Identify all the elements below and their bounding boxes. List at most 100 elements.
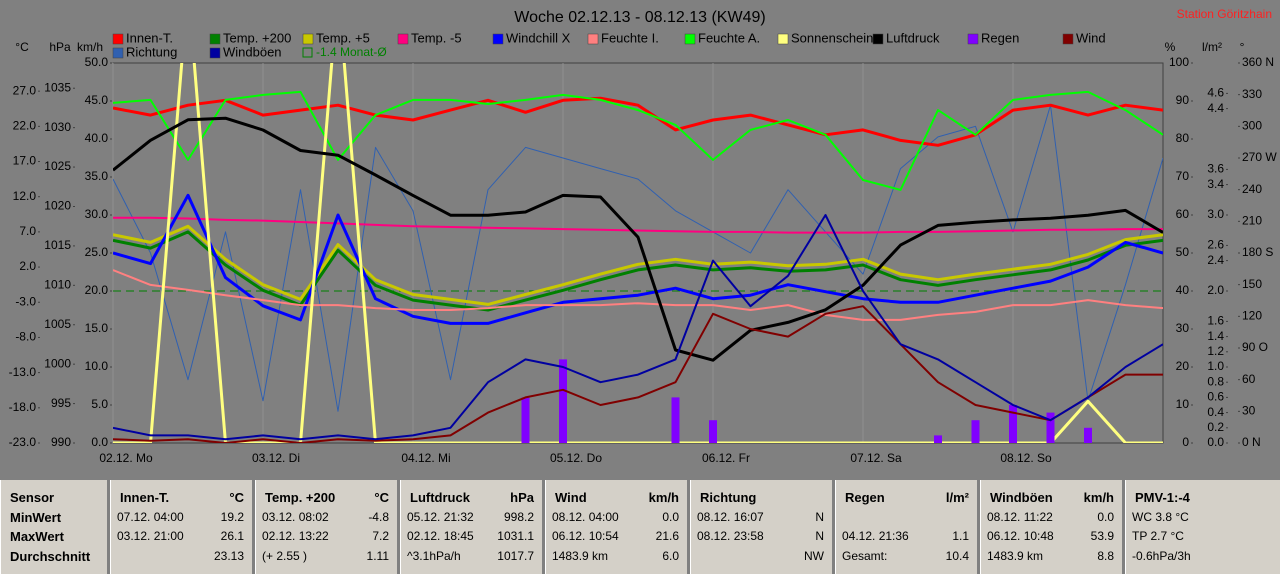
- cell-value: 1.11: [366, 549, 389, 563]
- y-tick-label: 2.0: [19, 259, 36, 273]
- axis-unit: °C: [15, 40, 29, 54]
- y-tick-label: 80: [1176, 131, 1190, 145]
- y-tick-label: 990: [51, 435, 71, 449]
- cell-value: 23.13: [213, 549, 244, 563]
- y-tick-label: 300: [1242, 119, 1262, 133]
- rain-bar: [521, 397, 530, 443]
- legend-label: Temp. +200: [223, 30, 291, 45]
- cell-text: 03.12. 08:02: [262, 510, 329, 524]
- cell-text: 1483.9 km: [552, 549, 609, 563]
- chart-title: Woche 02.12.13 - 08.12.13 (KW49): [514, 9, 765, 26]
- y-tick-label: 15.0: [85, 321, 109, 335]
- cell-value: 998.2: [503, 510, 534, 524]
- y-tick-label: 1015: [44, 238, 71, 252]
- column-header: Windböen: [990, 490, 1053, 505]
- y-tick-label: 1020: [44, 199, 71, 213]
- y-tick-label: 25.0: [85, 245, 109, 259]
- rain-bar: [1046, 412, 1055, 443]
- legend-swatch: [112, 33, 124, 45]
- legend-label: Windböen: [223, 44, 282, 59]
- column-unit: km/h: [648, 490, 679, 505]
- axis-unit: km/h: [77, 40, 103, 54]
- column-header: Sensor: [10, 490, 55, 505]
- x-tick-label: 08.12. So: [1000, 451, 1052, 465]
- y-tick-label: 0.6: [1207, 390, 1224, 404]
- series-line: [113, 216, 1163, 234]
- table-column: Innen-T. °C 07.12. 04:00 19.2 03.12. 21:00 26…: [110, 480, 252, 574]
- y-tick-label: -13.0: [9, 365, 37, 379]
- legend-swatch: [967, 33, 979, 45]
- rain-bar: [559, 359, 567, 443]
- cell-text: 08.12. 23:58: [697, 529, 764, 543]
- y-tick-label: 30.0: [85, 207, 109, 221]
- cell-text: 08.12. 04:00: [552, 510, 619, 524]
- y-tick-label: 4.4: [1207, 101, 1224, 115]
- rain-bar: [1084, 427, 1092, 443]
- cell-text: ^3.1hPa/h: [407, 549, 461, 563]
- column-header: Innen-T.: [120, 490, 170, 505]
- rain-bar: [971, 420, 980, 443]
- column-unit: °C: [374, 490, 389, 505]
- y-tick-label: 50.0: [85, 55, 109, 69]
- y-tick-label: -3.0: [15, 294, 36, 308]
- cell-value: 19.2: [220, 510, 244, 524]
- cell-text: 06.12. 10:54: [552, 529, 619, 543]
- y-tick-label: 1.2: [1207, 344, 1224, 358]
- cell-text: 05.12. 21:32: [407, 510, 474, 524]
- x-tick-label: 02.12. Mo: [99, 451, 153, 465]
- y-tick-label: 240: [1242, 182, 1262, 196]
- stats-table: Sensor MinWert MaxWert Durchschnitt Innen-T.…: [0, 480, 1280, 574]
- rain-bar: [671, 397, 680, 443]
- series-line: [113, 90, 1163, 191]
- y-tick-label: 10: [1176, 397, 1190, 411]
- cell-value: 1.1: [952, 529, 969, 543]
- cell-value: N: [815, 510, 824, 524]
- y-tick-label: 50: [1176, 245, 1190, 259]
- cell-value: 26.1: [220, 529, 244, 543]
- legend-label: Wind: [1076, 30, 1106, 45]
- y-tick-label: 27.0: [13, 83, 37, 97]
- cell-value: -4.8: [368, 510, 389, 524]
- y-tick-label: 20.0: [85, 283, 109, 297]
- cell-value: 0.0: [1097, 510, 1114, 524]
- y-tick-label: 3.6: [1207, 162, 1224, 176]
- y-tick-label: 90: [1176, 93, 1190, 107]
- y-tick-label: 2.6: [1207, 238, 1224, 252]
- y-tick-label: 1005: [44, 317, 71, 331]
- legend-swatch: [492, 33, 504, 45]
- y-tick-label: 1025: [44, 159, 71, 173]
- cell-text: 04.12. 21:36: [842, 529, 909, 543]
- y-tick-label: 150: [1242, 277, 1262, 291]
- cell-text: WC 3.8 °C: [1132, 510, 1189, 524]
- legend-swatch: [587, 33, 599, 45]
- y-tick-label: 210: [1242, 214, 1262, 228]
- legend-swatch: [112, 47, 124, 59]
- y-tick-label: 120: [1242, 309, 1262, 323]
- y-tick-label: 180 S: [1242, 245, 1273, 259]
- column-header: Regen: [845, 490, 885, 505]
- y-tick-label: 40.0: [85, 131, 109, 145]
- station-name: Station Göritzhain: [1177, 7, 1272, 21]
- chart: Woche 02.12.13 - 08.12.13 (KW49) Station…: [9, 7, 1278, 465]
- rain-bar: [709, 420, 717, 443]
- y-tick-label: 10.0: [85, 359, 109, 373]
- y-tick-label: 2.0: [1207, 283, 1224, 297]
- cell-text: 02.12. 18:45: [407, 529, 474, 543]
- cell-value: N: [815, 529, 824, 543]
- x-tick-label: 04.12. Mi: [401, 451, 450, 465]
- series-line: [113, 230, 1163, 312]
- column-header: Temp. +200: [265, 490, 336, 505]
- table-column: Richtung 08.12. 16:07 N 08.12. 23:58 N NW: [690, 480, 832, 574]
- cell-text: -0.6hPa/3h: [1132, 549, 1191, 563]
- cell-value: 7.2: [372, 529, 389, 543]
- legend-label: Temp. +5: [316, 30, 370, 45]
- y-tick-label: 60: [1176, 207, 1190, 221]
- y-tick-label: 60: [1242, 372, 1256, 386]
- column-header: Richtung: [700, 490, 757, 505]
- rain-bar: [1009, 405, 1017, 443]
- column-unit: °C: [229, 490, 244, 505]
- column-header: PMV-1:-4: [1135, 490, 1190, 505]
- legend-label: Innen-T.: [126, 30, 173, 45]
- cell-value: 8.8: [1097, 549, 1114, 563]
